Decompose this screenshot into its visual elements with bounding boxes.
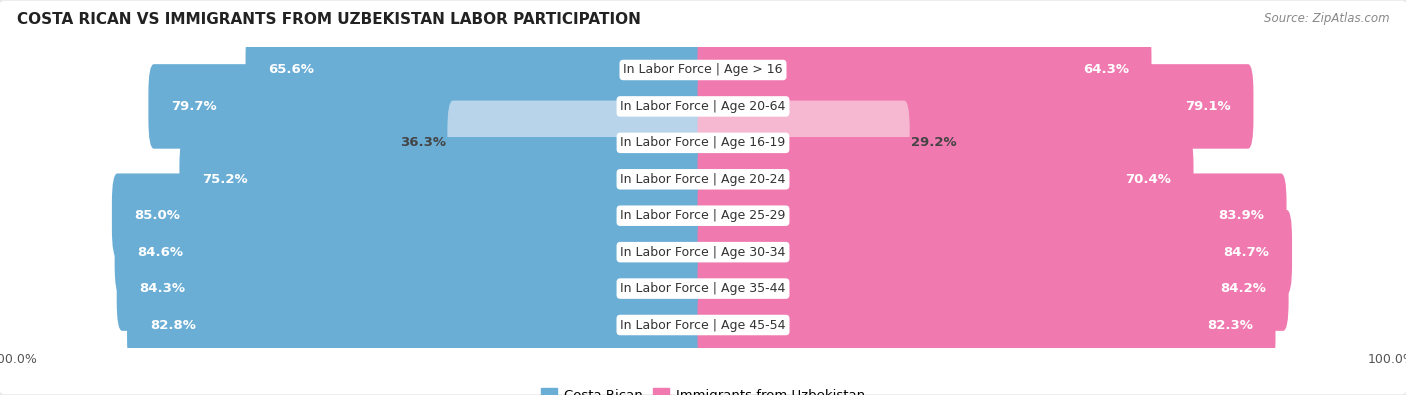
FancyBboxPatch shape <box>115 210 709 294</box>
Text: In Labor Force | Age 30-34: In Labor Force | Age 30-34 <box>620 246 786 259</box>
Text: In Labor Force | Age 25-29: In Labor Force | Age 25-29 <box>620 209 786 222</box>
FancyBboxPatch shape <box>127 283 709 367</box>
FancyBboxPatch shape <box>0 37 1406 176</box>
Text: 75.2%: 75.2% <box>202 173 247 186</box>
Legend: Costa Rican, Immigrants from Uzbekistan: Costa Rican, Immigrants from Uzbekistan <box>536 383 870 395</box>
Text: 84.3%: 84.3% <box>139 282 186 295</box>
FancyBboxPatch shape <box>0 256 1406 394</box>
Text: COSTA RICAN VS IMMIGRANTS FROM UZBEKISTAN LABOR PARTICIPATION: COSTA RICAN VS IMMIGRANTS FROM UZBEKISTA… <box>17 12 641 27</box>
FancyBboxPatch shape <box>697 173 1286 258</box>
Text: 82.8%: 82.8% <box>150 318 195 331</box>
Text: 85.0%: 85.0% <box>135 209 180 222</box>
Text: Source: ZipAtlas.com: Source: ZipAtlas.com <box>1264 12 1389 25</box>
FancyBboxPatch shape <box>697 64 1254 149</box>
Text: In Labor Force | Age > 16: In Labor Force | Age > 16 <box>623 64 783 77</box>
FancyBboxPatch shape <box>697 137 1194 222</box>
Text: 79.1%: 79.1% <box>1185 100 1230 113</box>
Text: 82.3%: 82.3% <box>1206 318 1253 331</box>
FancyBboxPatch shape <box>697 28 1152 112</box>
FancyBboxPatch shape <box>697 246 1289 331</box>
FancyBboxPatch shape <box>447 101 709 185</box>
Text: 84.7%: 84.7% <box>1223 246 1270 259</box>
Text: 79.7%: 79.7% <box>172 100 217 113</box>
Text: 70.4%: 70.4% <box>1125 173 1171 186</box>
Text: 64.3%: 64.3% <box>1083 64 1129 77</box>
Text: 84.2%: 84.2% <box>1220 282 1265 295</box>
FancyBboxPatch shape <box>0 1 1406 139</box>
FancyBboxPatch shape <box>0 147 1406 285</box>
Text: In Labor Force | Age 20-64: In Labor Force | Age 20-64 <box>620 100 786 113</box>
FancyBboxPatch shape <box>117 246 709 331</box>
FancyBboxPatch shape <box>149 64 709 149</box>
Text: 83.9%: 83.9% <box>1218 209 1264 222</box>
FancyBboxPatch shape <box>697 210 1292 294</box>
Text: In Labor Force | Age 16-19: In Labor Force | Age 16-19 <box>620 136 786 149</box>
FancyBboxPatch shape <box>246 28 709 112</box>
Text: 84.6%: 84.6% <box>138 246 183 259</box>
Text: In Labor Force | Age 35-44: In Labor Force | Age 35-44 <box>620 282 786 295</box>
Text: 65.6%: 65.6% <box>269 64 314 77</box>
Text: 29.2%: 29.2% <box>911 136 956 149</box>
FancyBboxPatch shape <box>180 137 709 222</box>
FancyBboxPatch shape <box>0 73 1406 212</box>
FancyBboxPatch shape <box>697 101 910 185</box>
FancyBboxPatch shape <box>112 173 709 258</box>
FancyBboxPatch shape <box>0 219 1406 358</box>
Text: In Labor Force | Age 45-54: In Labor Force | Age 45-54 <box>620 318 786 331</box>
Text: 36.3%: 36.3% <box>401 136 446 149</box>
FancyBboxPatch shape <box>0 110 1406 248</box>
Text: In Labor Force | Age 20-24: In Labor Force | Age 20-24 <box>620 173 786 186</box>
FancyBboxPatch shape <box>697 283 1275 367</box>
FancyBboxPatch shape <box>0 183 1406 322</box>
